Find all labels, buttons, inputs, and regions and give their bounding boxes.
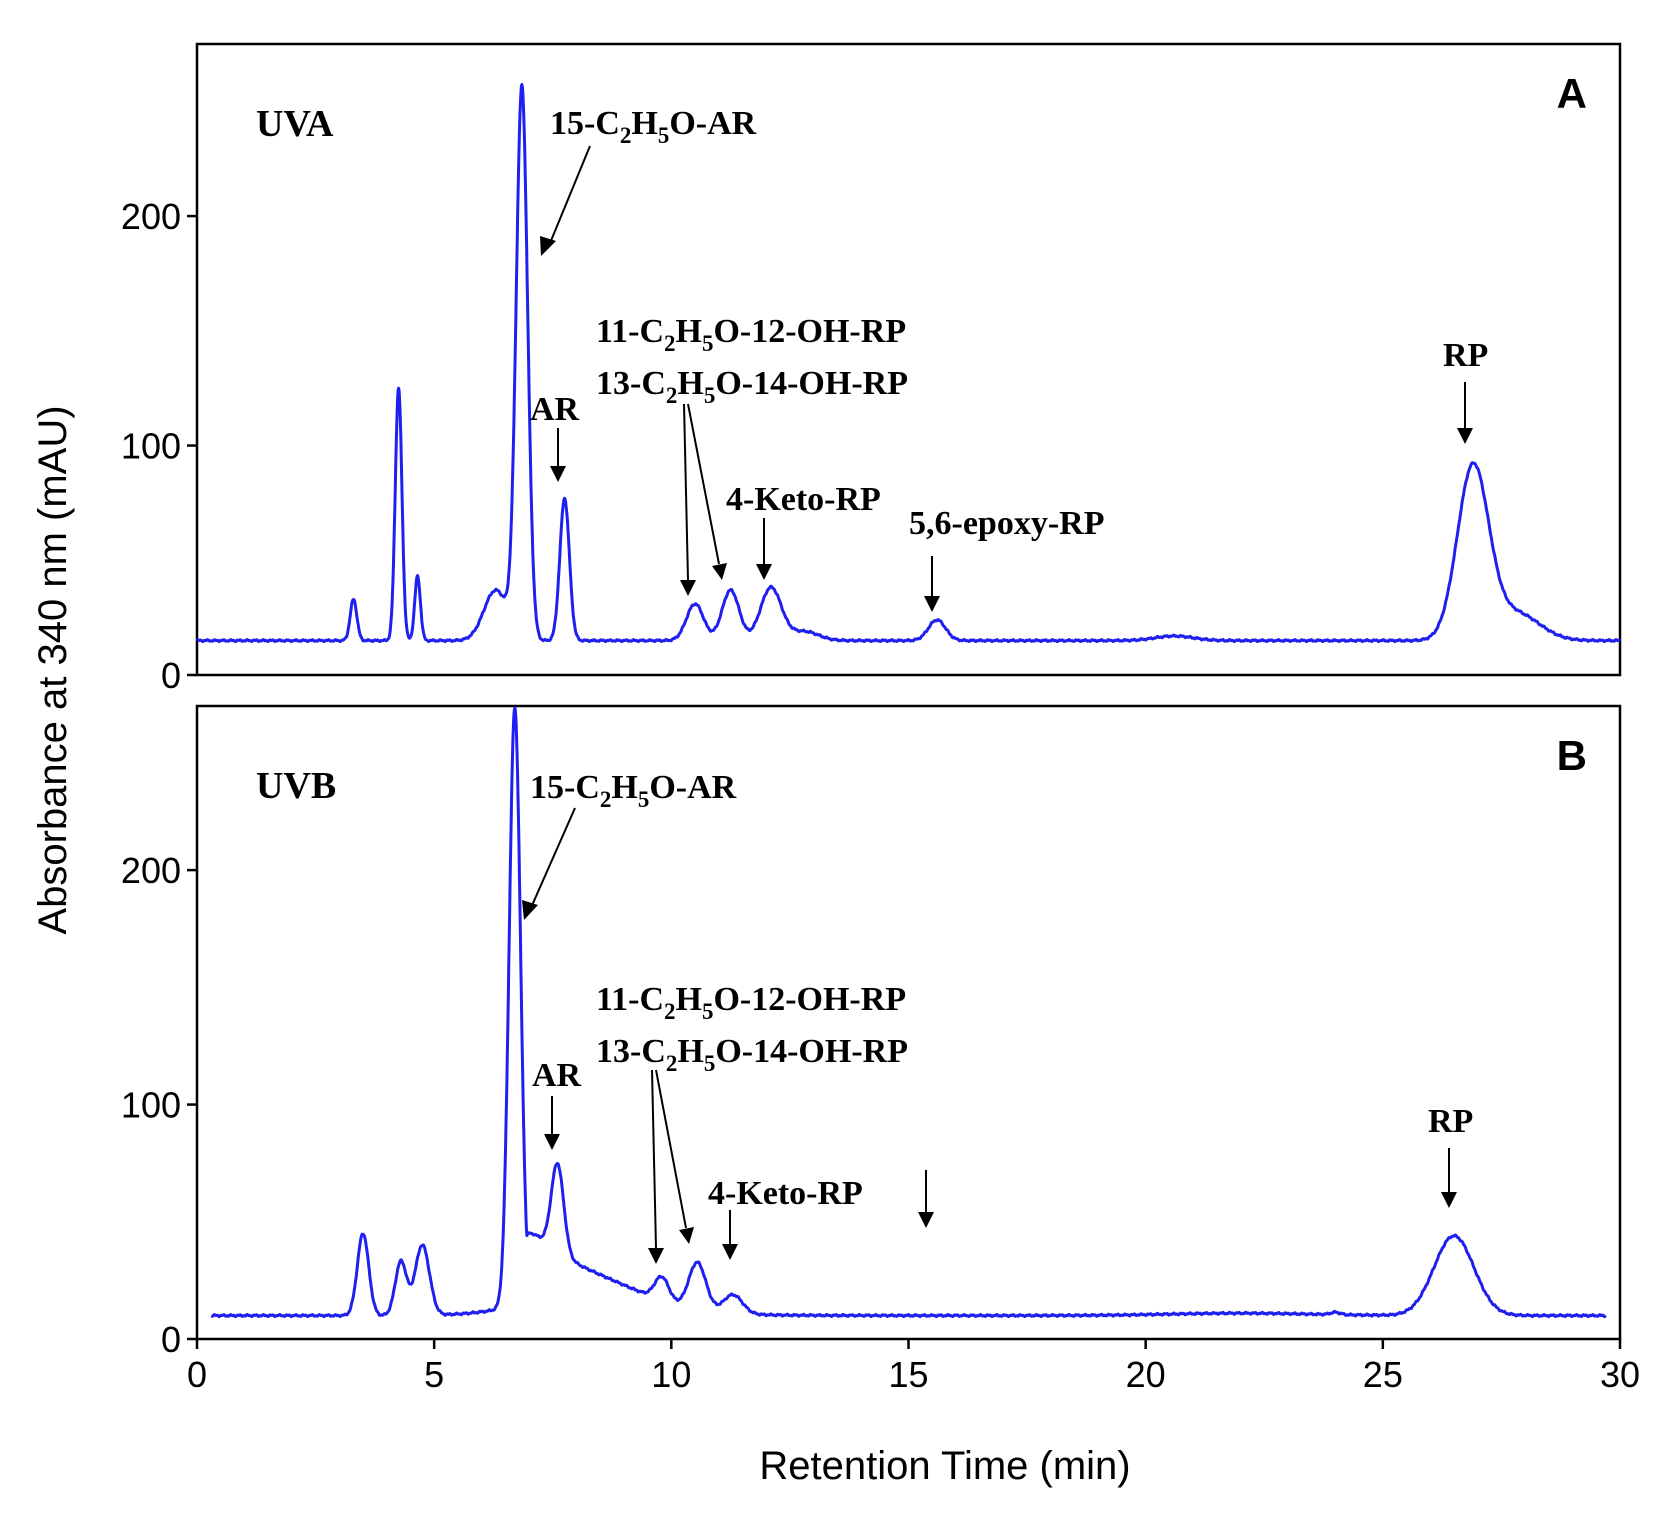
arrowhead-unlabeled bbox=[918, 1212, 934, 1228]
arrowhead-ar bbox=[550, 466, 566, 482]
arrowhead-11-c2h5o-12-oh-rp bbox=[648, 1248, 664, 1264]
arrowhead-4-keto-rp bbox=[756, 564, 772, 580]
x-tick-label-30: 30 bbox=[1600, 1354, 1640, 1395]
annotation-ar: AR bbox=[532, 1057, 582, 1094]
arrowhead-rp bbox=[1441, 1192, 1457, 1208]
arrow-15-c2h5o-ar bbox=[547, 145, 591, 249]
x-tick-label-25: 25 bbox=[1363, 1354, 1403, 1395]
annotation-15-c2h5o-ar: 15-C2H5O-AR bbox=[530, 769, 737, 812]
panel-b: B UVB 0 100 200 15-C2H5O-AR AR 11-C2H5O-12… bbox=[121, 704, 1622, 1360]
panel-b-y-ticks: 0 100 200 bbox=[121, 850, 197, 1360]
arrowhead-ar bbox=[544, 1134, 560, 1150]
arrow-11-c2h5o-12-oh-rp bbox=[651, 1069, 657, 1249]
annotation-ar: AR bbox=[530, 391, 580, 428]
panel-b-trace bbox=[210, 706, 1607, 1319]
y-tick-label-0: 0 bbox=[161, 655, 181, 696]
y-tick-label-0: 0 bbox=[161, 1319, 181, 1360]
y-tick-label-100: 100 bbox=[121, 1085, 181, 1126]
panel-a-condition: UVA bbox=[256, 103, 334, 145]
panel-a-letter: A bbox=[1557, 70, 1587, 117]
panel-b-frame bbox=[195, 704, 1622, 1341]
annotation-15-c2h5o-ar: 15-C2H5O-AR bbox=[550, 105, 757, 148]
annotation-11-c2h5o-12-oh-rp: 11-C2H5O-12-OH-RP bbox=[596, 313, 906, 356]
annotation-11-c2h5o-12-oh-rp: 11-C2H5O-12-OH-RP bbox=[596, 981, 906, 1024]
arrowhead-13-c2h5o-14-oh-rp bbox=[712, 563, 727, 580]
x-tick-label-5: 5 bbox=[424, 1354, 444, 1395]
x-tick-label-20: 20 bbox=[1126, 1354, 1166, 1395]
annotation-13-c2h5o-14-oh-rp: 13-C2H5O-14-OH-RP bbox=[596, 365, 908, 408]
arrow-11-c2h5o-12-oh-rp bbox=[683, 403, 689, 581]
arrowhead-4-keto-rp bbox=[722, 1244, 738, 1260]
x-axis-title: Retention Time (min) bbox=[759, 1444, 1130, 1488]
annotation-4-keto-rp: 4-Keto-RP bbox=[726, 481, 881, 518]
annotation-rp: RP bbox=[1428, 1103, 1473, 1140]
x-axis-ticks: 0 5 10 15 20 25 30 bbox=[187, 1339, 1640, 1395]
arrow-13-c2h5o-14-oh-rp bbox=[655, 1069, 687, 1229]
panel-a-annotations: 15-C2H5O-AR AR 11-C2H5O-12-OH-RP 13-C2H5… bbox=[530, 105, 1488, 612]
x-tick-label-15: 15 bbox=[888, 1354, 928, 1395]
annotation-4-keto-rp: 4-Keto-RP bbox=[708, 1175, 863, 1212]
arrowhead-5-6-epoxy-rp bbox=[924, 596, 940, 612]
panel-a-frame bbox=[195, 42, 1622, 677]
panel-a-trace bbox=[195, 83, 1621, 644]
panel-b-letter: B bbox=[1557, 732, 1587, 779]
arrowhead-13-c2h5o-14-oh-rp bbox=[679, 1227, 694, 1244]
annotation-rp: RP bbox=[1443, 337, 1488, 374]
panel-b-annotations: 15-C2H5O-AR AR 11-C2H5O-12-OH-RP 13-C2H5… bbox=[522, 769, 1473, 1264]
annotation-5-6-epoxy-rp: 5,6-epoxy-RP bbox=[909, 505, 1104, 542]
x-tick-label-0: 0 bbox=[187, 1354, 207, 1395]
y-axis-title: Absorbance at 340 nm (mAU) bbox=[31, 405, 75, 934]
arrow-13-c2h5o-14-oh-rp bbox=[687, 403, 720, 565]
y-tick-label-200: 200 bbox=[121, 850, 181, 891]
panel-b-condition: UVB bbox=[256, 765, 336, 807]
arrowhead-15-c2h5o-ar bbox=[540, 236, 556, 256]
panel-a-y-ticks: 0 100 200 bbox=[121, 196, 197, 696]
arrow-15-c2h5o-ar bbox=[529, 807, 576, 911]
annotation-13-c2h5o-14-oh-rp: 13-C2H5O-14-OH-RP bbox=[596, 1033, 908, 1076]
arrowhead-11-c2h5o-12-oh-rp bbox=[680, 580, 696, 596]
y-tick-label-100: 100 bbox=[121, 426, 181, 467]
panel-a: A UVA 0 100 200 15-C2H5O-AR AR 11-C2H5O-12… bbox=[121, 42, 1622, 696]
x-tick-label-10: 10 bbox=[651, 1354, 691, 1395]
arrowhead-15-c2h5o-ar bbox=[522, 900, 538, 920]
arrowhead-rp bbox=[1457, 428, 1473, 444]
y-tick-label-200: 200 bbox=[121, 196, 181, 237]
